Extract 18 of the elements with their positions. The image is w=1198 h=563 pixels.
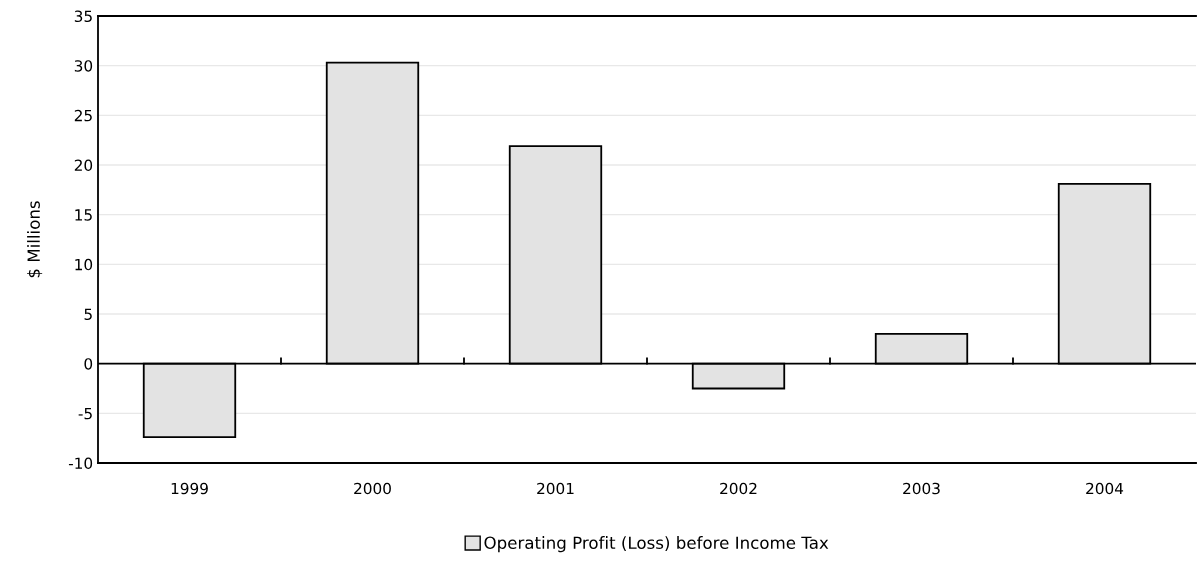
- y-tick-label: 35: [74, 10, 92, 23]
- x-tick-label: 2003: [903, 482, 940, 495]
- y-axis-title: $ Millions: [27, 201, 43, 278]
- x-tick-label: 2001: [537, 482, 574, 495]
- y-tick-label: 20: [74, 159, 93, 172]
- y-tick-label: 30: [74, 60, 93, 72]
- y-tick-label: 25: [74, 109, 92, 122]
- x-tick-label: 2004: [1086, 482, 1124, 495]
- x-tick-label: 2000: [354, 482, 391, 495]
- y-tick-label: 5: [84, 308, 92, 321]
- x-tick-label: 2002: [720, 482, 757, 495]
- y-tick-label: 10: [75, 258, 93, 271]
- y-tick-label: -10: [68, 457, 93, 470]
- legend-label: Operating Profit (Loss) before Income Tax: [484, 536, 829, 553]
- x-tick-label: 1999: [171, 482, 208, 495]
- y-tick-label: -5: [78, 408, 92, 420]
- y-tick-label: 0: [84, 358, 93, 370]
- y-tick-label: 15: [75, 209, 92, 221]
